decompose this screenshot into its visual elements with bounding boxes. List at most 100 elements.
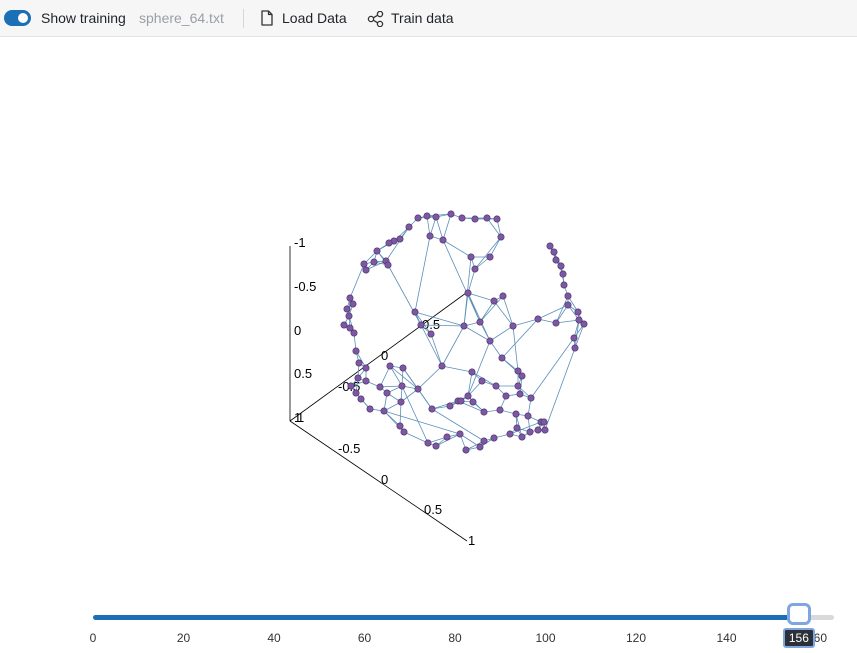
- slider-tick-label: 80: [448, 631, 462, 645]
- graph-edge: [463, 325, 491, 342]
- graph-edge: [431, 408, 485, 442]
- axis2-tick: -0.5: [338, 441, 360, 456]
- graph-node: [574, 308, 582, 316]
- graph-node: [570, 334, 578, 342]
- graph-edge: [400, 388, 419, 403]
- slider-thumb[interactable]: [786, 603, 811, 625]
- slider-tick-label: 140: [716, 631, 737, 645]
- share-nodes-icon: [367, 11, 384, 27]
- graph-node: [373, 247, 381, 255]
- graph-node: [575, 316, 583, 324]
- graph-node: [396, 422, 404, 430]
- graph-node: [398, 382, 406, 390]
- graph-node: [417, 321, 425, 329]
- graph-node: [560, 281, 568, 289]
- graph-edge: [479, 295, 504, 323]
- slider-tick-label: 40: [267, 631, 281, 645]
- graph-edge: [387, 264, 422, 326]
- graph-node: [502, 392, 510, 400]
- graph-edge: [399, 401, 402, 427]
- graph-node: [362, 266, 370, 274]
- graph-node: [552, 319, 560, 327]
- graph-edge: [430, 333, 443, 367]
- graph-node: [526, 428, 534, 436]
- graph-edge: [509, 421, 542, 435]
- graph-edge: [489, 236, 502, 258]
- graph-edge: [414, 235, 431, 313]
- graph-node: [518, 433, 526, 441]
- graph-edge: [512, 325, 519, 372]
- graph-edge: [544, 347, 576, 431]
- graph-node: [384, 261, 392, 269]
- graph-node: [492, 382, 500, 390]
- graph-node: [439, 236, 447, 244]
- graph-edge: [385, 226, 410, 262]
- graph-node: [352, 347, 360, 355]
- graph-node: [383, 389, 391, 397]
- graph-node: [480, 437, 488, 445]
- graph-node: [476, 443, 484, 451]
- graph-node: [428, 405, 436, 413]
- graph-node: [458, 214, 466, 222]
- graph-node: [497, 233, 505, 241]
- graph-node: [366, 405, 374, 413]
- slider-tick-label: 100: [535, 631, 556, 645]
- epoch-slider[interactable]: 0 20 40 60 80 100 120 140 160 156: [0, 600, 857, 653]
- graph-node: [518, 372, 526, 380]
- graph-edge: [414, 311, 465, 327]
- graph-node: [385, 239, 393, 247]
- graph-node: [349, 300, 357, 308]
- graph-edge: [426, 213, 452, 217]
- graph-edge: [574, 323, 585, 349]
- graph-node: [506, 430, 514, 438]
- graph-edge: [467, 268, 476, 294]
- graph-node: [524, 412, 532, 420]
- graph-node: [514, 382, 522, 390]
- graph-node: [447, 210, 455, 218]
- graph-edge: [467, 292, 491, 342]
- graph-node: [490, 297, 498, 305]
- graph-edge: [459, 433, 481, 448]
- graph-node: [400, 428, 408, 436]
- graph-edge: [474, 236, 502, 270]
- graph-edge: [401, 385, 429, 444]
- graph-edge: [489, 325, 514, 342]
- graph-edge: [389, 365, 403, 387]
- graph-node: [552, 256, 560, 264]
- graph-node: [483, 214, 491, 222]
- graph-node: [343, 305, 351, 313]
- show-training-toggle[interactable]: [4, 10, 31, 26]
- depth-axis-line: [289, 420, 468, 542]
- graph-node: [546, 242, 554, 250]
- graph-node: [550, 248, 558, 256]
- graph-node: [362, 364, 370, 372]
- slider-tick-label: 60: [357, 631, 372, 645]
- 3d-graph-plot[interactable]: -1 -0.5 0 0.5 1 -0.5 0 0.5 1 1 -0.5 0 0.…: [0, 38, 857, 598]
- axis2-tick: 0: [381, 472, 388, 487]
- graph-node: [345, 312, 353, 320]
- slider-tick-label: 0: [89, 631, 97, 645]
- graph-node: [357, 395, 365, 403]
- toolbar-separator: [243, 9, 244, 28]
- graph-node: [456, 430, 464, 438]
- graph-node: [499, 292, 507, 300]
- graph-node: [352, 389, 360, 397]
- graph-edge: [555, 295, 569, 324]
- graph-node: [513, 424, 521, 432]
- axis1-tick: -0.5: [294, 279, 316, 294]
- graph-edge: [467, 371, 473, 397]
- graph-node: [471, 265, 479, 273]
- axis1-tick: 0.5: [294, 366, 312, 381]
- load-data-button[interactable]: Load Data: [258, 0, 350, 37]
- graph-edge: [379, 365, 391, 388]
- graph-edge: [442, 239, 472, 258]
- graph-node: [478, 377, 486, 385]
- graph-node: [397, 398, 405, 406]
- graph-node: [443, 433, 451, 441]
- graph-node: [399, 364, 407, 372]
- train-data-button[interactable]: Train data: [366, 0, 458, 37]
- axis-lines: [289, 246, 468, 542]
- graph-node: [423, 212, 431, 220]
- graph-edge: [467, 340, 491, 397]
- graph-node: [486, 253, 494, 261]
